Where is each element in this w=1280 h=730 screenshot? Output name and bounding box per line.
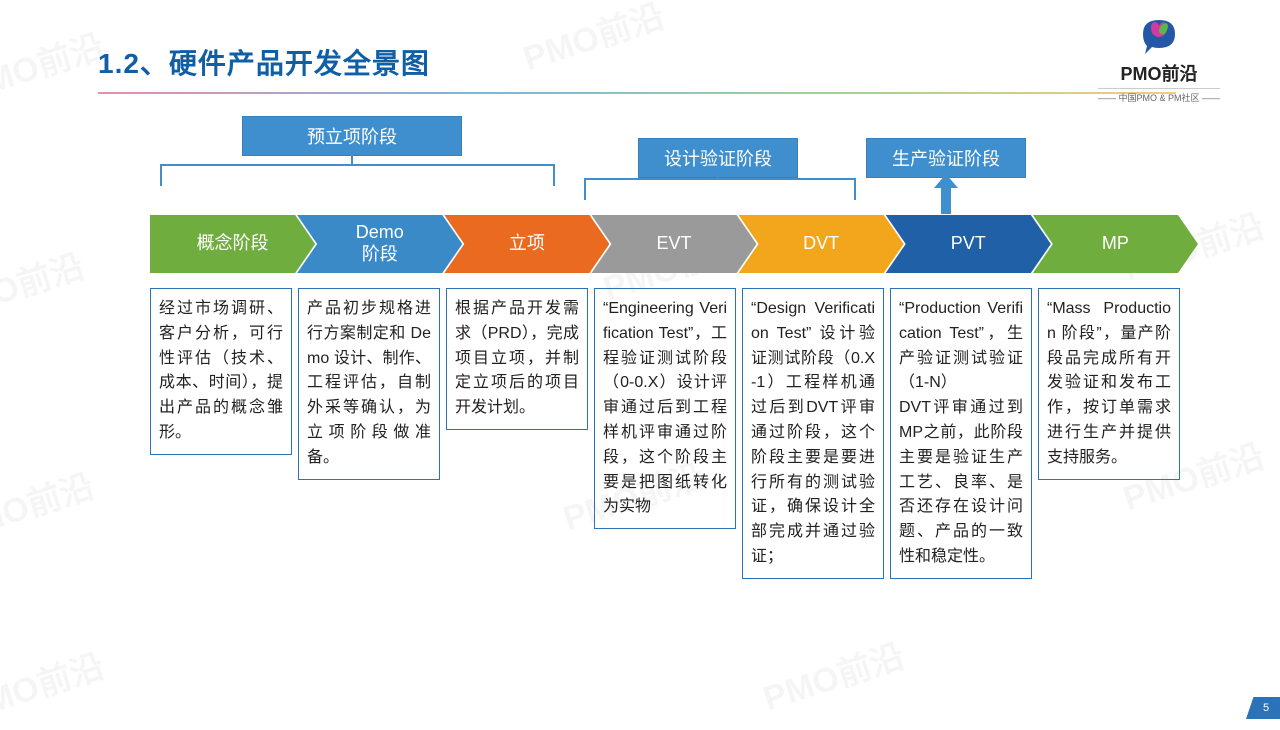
logo-text: PMO前沿 (1098, 60, 1220, 86)
process-stage-label: MP (1096, 233, 1135, 255)
stage-description: 产品初步规格进行方案制定和 Demo 设计、制作、工程评估，自制外采等确认，为立… (298, 288, 440, 480)
watermark: PMO前沿 (0, 19, 109, 111)
process-stage: Demo 阶段 (297, 215, 462, 273)
stage-description: “Production Verification Test”，生产验证测试验证（… (890, 288, 1032, 579)
stage-description: “Engineering Verification Test”，工程验证测试阶段… (594, 288, 736, 529)
phase-bracket (160, 164, 555, 186)
process-stage-label: PVT (945, 233, 992, 255)
process-chevron-row: 概念阶段 Demo 阶段 立项 EVT DVT PVT MP (150, 215, 1180, 273)
stage-description: “Mass Production 阶段”，量产阶段品完成所有开发验证和发布工作，… (1038, 288, 1180, 480)
page-title: 1.2、硬件产品开发全景图 (98, 42, 1190, 82)
process-stage-label: Demo 阶段 (350, 222, 410, 265)
process-stage-label: 立项 (503, 233, 551, 255)
logo-icon (1137, 18, 1181, 58)
phase-bracket (584, 178, 856, 200)
header: 1.2、硬件产品开发全景图 (98, 42, 1190, 94)
stage-description: 经过市场调研、客户分析，可行性评估（技术、成本、时间），提出产品的概念雏形。 (150, 288, 292, 455)
process-stage-label: DVT (797, 233, 845, 255)
process-stage: DVT (739, 215, 904, 273)
phase-up-arrow (934, 174, 958, 214)
phase-tag: 生产验证阶段 (866, 138, 1026, 178)
process-stage: EVT (591, 215, 756, 273)
phase-connector (351, 150, 353, 164)
process-stage: PVT (886, 215, 1051, 273)
watermark: PMO前沿 (0, 239, 89, 331)
process-stage-label: EVT (650, 233, 697, 255)
description-row: 经过市场调研、客户分析，可行性评估（技术、成本、时间），提出产品的概念雏形。产品… (150, 288, 1180, 579)
watermark: PMO前沿 (756, 629, 909, 721)
watermark: PMO前沿 (0, 639, 109, 730)
watermark: PMO前沿 (0, 459, 99, 551)
page-number: 5 (1246, 697, 1280, 719)
process-stage: 概念阶段 (150, 215, 315, 273)
logo-subtext: —— 中国PMO & PM社区 —— (1098, 88, 1220, 104)
logo-block: PMO前沿 —— 中国PMO & PM社区 —— (1098, 18, 1220, 104)
process-stage: 立项 (444, 215, 609, 273)
stage-description: 根据产品开发需求（PRD），完成项目立项，并制定立项后的项目开发计划。 (446, 288, 588, 430)
process-stage: MP (1033, 215, 1198, 273)
process-stage-label: 概念阶段 (191, 233, 275, 255)
stage-description: “Design Verification Test” 设计验证测试阶段（0.X-… (742, 288, 884, 579)
phase-connector (717, 172, 719, 178)
title-underline (98, 92, 1176, 94)
